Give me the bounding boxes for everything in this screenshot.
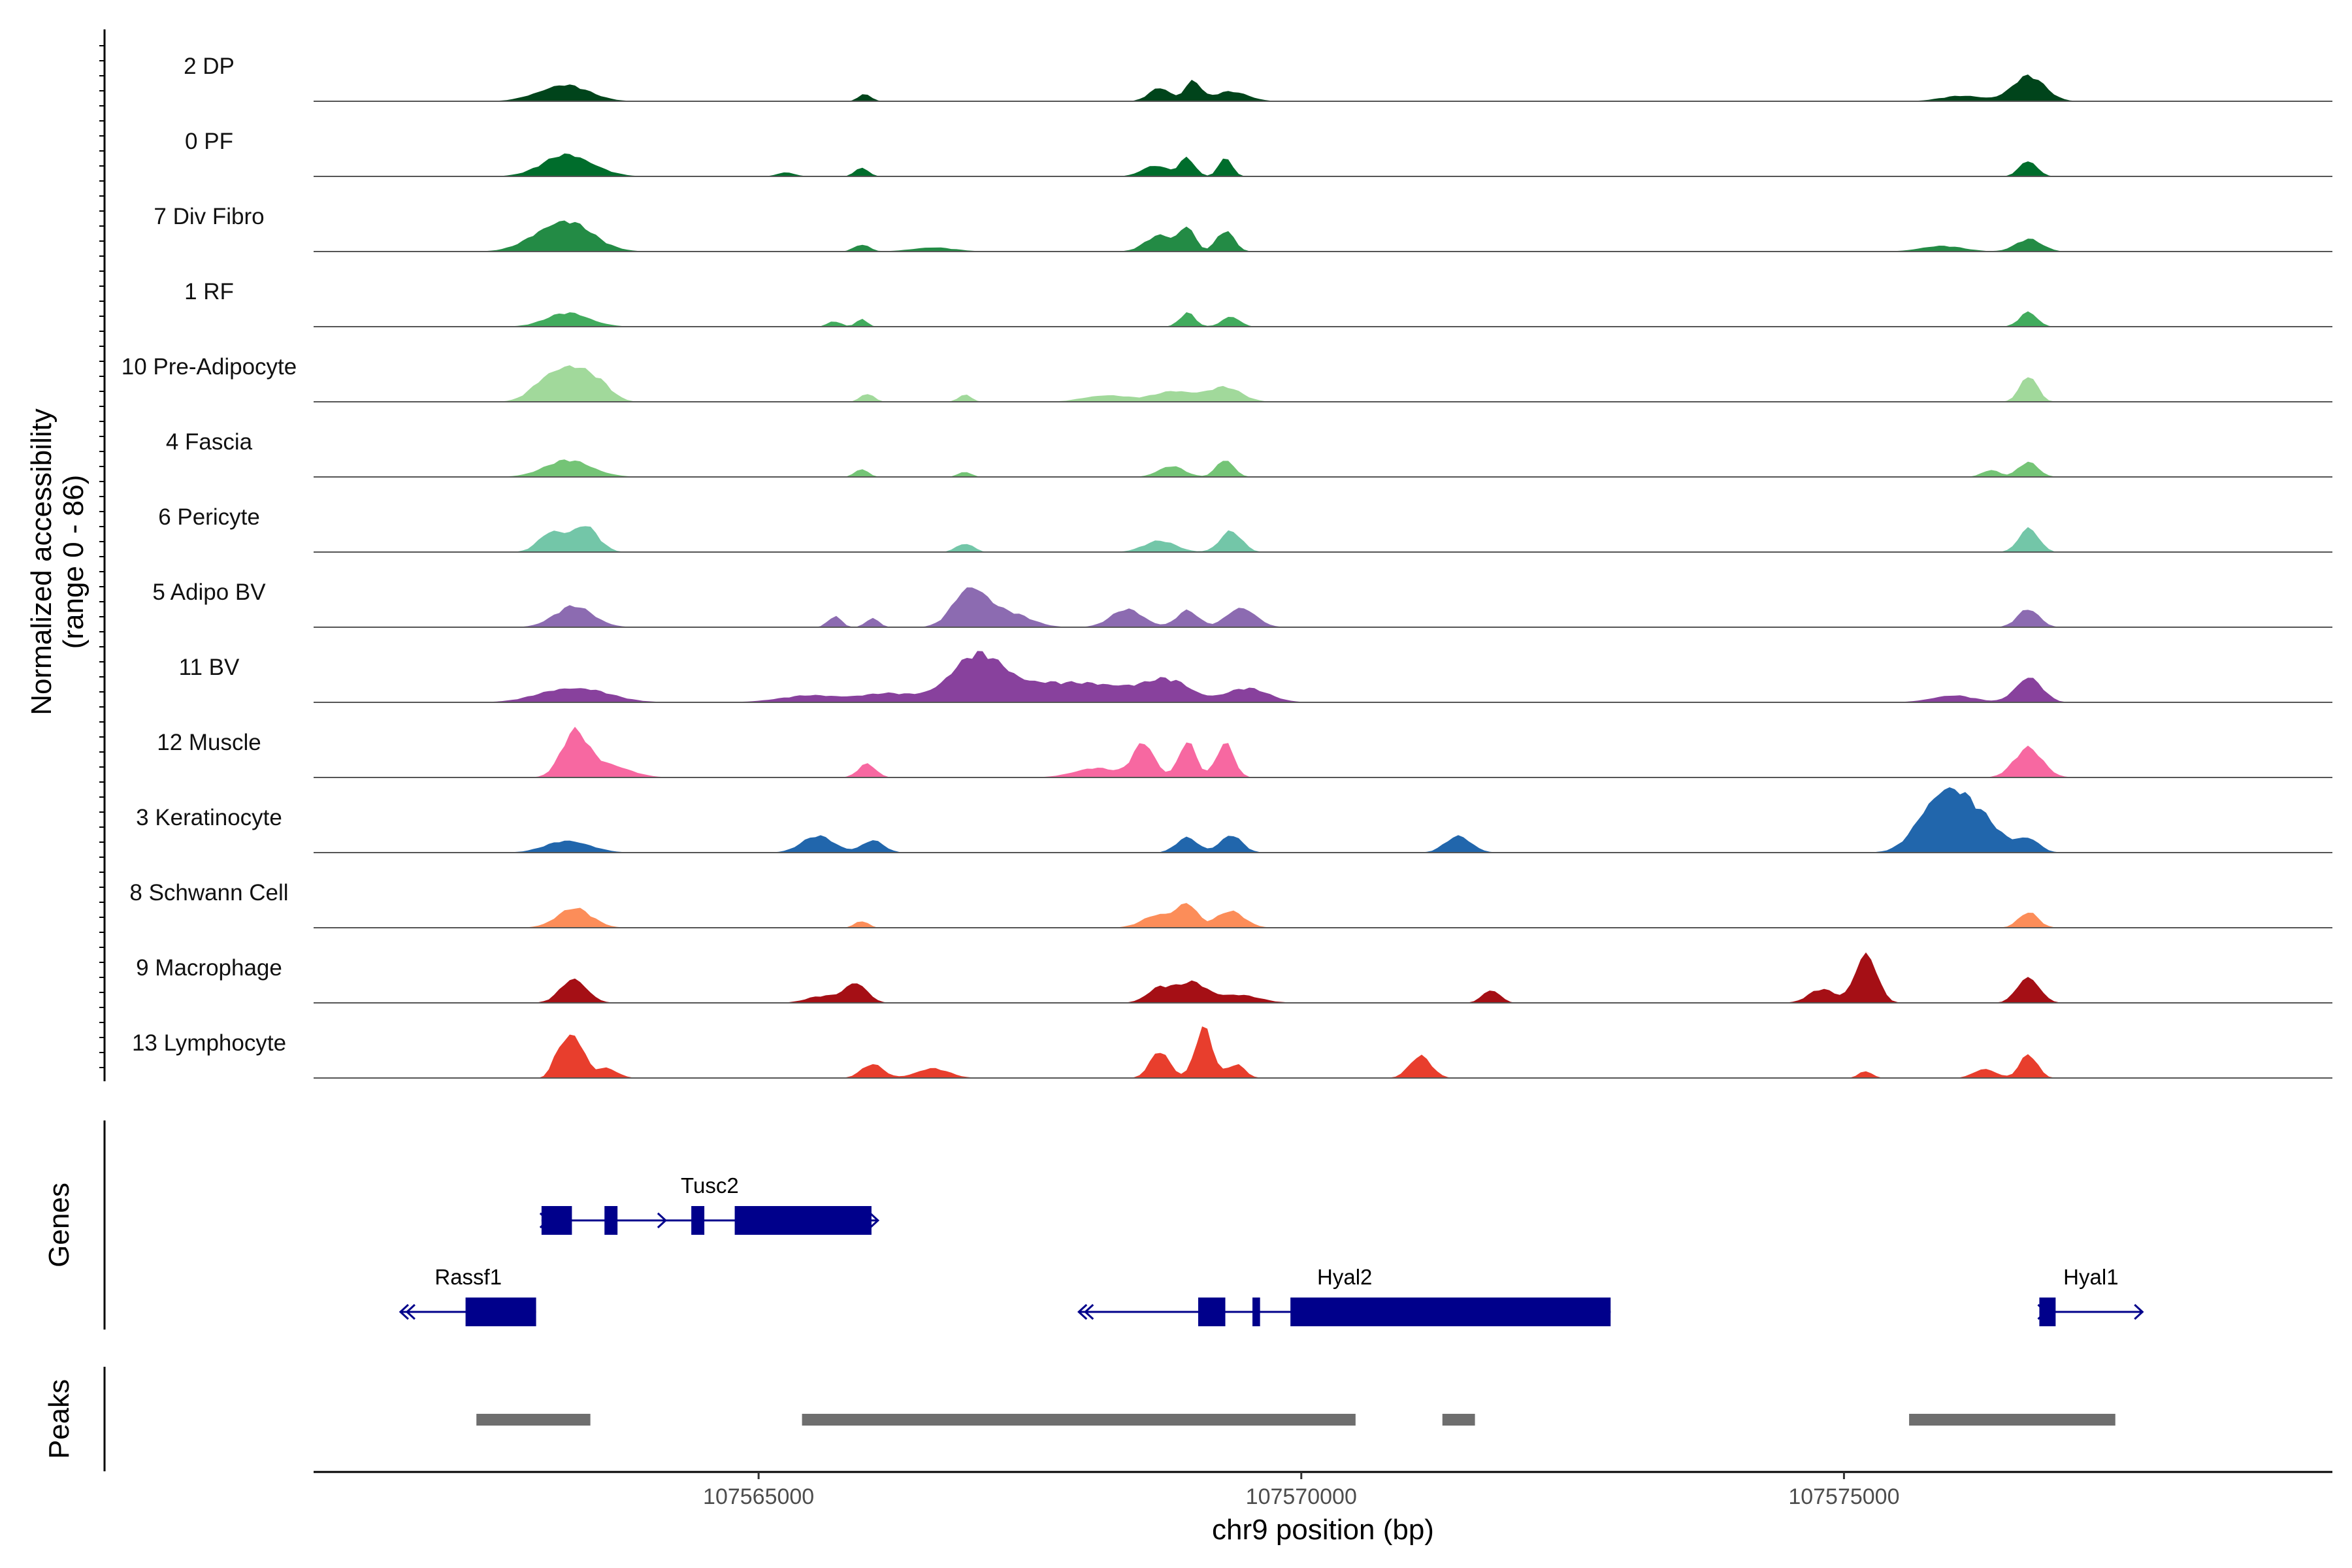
gene-exon bbox=[1290, 1298, 1611, 1326]
accessibility-area bbox=[314, 153, 2332, 176]
x-axis-title: chr9 position (bp) bbox=[1212, 1514, 1434, 1546]
coverage-track: 1 RF bbox=[184, 279, 2332, 327]
coverage-track: 2 DP bbox=[184, 54, 2332, 102]
coverage-track: 10 Pre-Adipocyte bbox=[122, 354, 2332, 402]
accessibility-area bbox=[314, 903, 2332, 928]
strand-arrow bbox=[869, 1212, 880, 1229]
coverage-track: 6 Pericyte bbox=[158, 504, 2332, 553]
coverage-track: 13 Lymphocyte bbox=[132, 1026, 2332, 1079]
strand-arrow bbox=[399, 1303, 409, 1320]
coverage-track: 7 Div Fibro bbox=[154, 204, 2332, 252]
gene-label: Tusc2 bbox=[681, 1173, 739, 1198]
coverage-track: 9 Macrophage bbox=[136, 952, 2332, 1004]
track-label: 2 DP bbox=[184, 54, 235, 79]
gene-label: Hyal2 bbox=[1317, 1265, 1372, 1289]
strand-arrow bbox=[2134, 1303, 2144, 1320]
gene-model: Hyal2 bbox=[1077, 1265, 1611, 1326]
accessibility-area bbox=[314, 311, 2332, 327]
track-label: 0 PF bbox=[185, 129, 233, 154]
accessibility-area bbox=[314, 220, 2332, 252]
x-tick-label: 107565000 bbox=[703, 1484, 814, 1509]
coverage-track: 0 PF bbox=[185, 129, 2332, 177]
accessibility-area bbox=[314, 651, 2332, 702]
gene-exon bbox=[1252, 1298, 1260, 1326]
gene-model: Hyal1 bbox=[2037, 1265, 2144, 1326]
coverage-track: 8 Schwann Cell bbox=[129, 880, 2332, 928]
coverage-y-axis-title-line1: Normalized accessibility bbox=[25, 408, 57, 715]
track-label: 12 Muscle bbox=[157, 730, 261, 755]
peak-regions-track bbox=[476, 1414, 2115, 1426]
gene-annotation-track: Tusc2 Rassf1 Hyal2 Hyal1 bbox=[399, 1173, 2144, 1326]
accessibility-area bbox=[314, 459, 2332, 477]
peak-region bbox=[802, 1414, 1356, 1426]
x-axis-ticks: 107565000 107570000 107575000 bbox=[703, 1472, 1900, 1509]
track-label: 5 Adipo BV bbox=[152, 580, 266, 605]
track-label: 9 Macrophage bbox=[136, 955, 282, 981]
track-label: 4 Fascia bbox=[166, 429, 253, 455]
accessibility-area bbox=[314, 587, 2332, 627]
genes-panel-title: Genes bbox=[43, 1183, 75, 1267]
peaks-panel-title: Peaks bbox=[43, 1379, 75, 1459]
accessibility-area bbox=[314, 526, 2332, 552]
peak-region bbox=[476, 1414, 591, 1426]
gene-exon bbox=[691, 1206, 705, 1235]
peak-region bbox=[1909, 1414, 2115, 1426]
coverage-track: 5 Adipo BV bbox=[152, 580, 2332, 628]
gene-model: Tusc2 bbox=[539, 1173, 880, 1235]
track-label: 10 Pre-Adipocyte bbox=[122, 354, 297, 380]
gene-exon bbox=[2039, 1298, 2056, 1326]
accessibility-area bbox=[314, 365, 2332, 402]
track-label: 1 RF bbox=[184, 279, 234, 304]
track-label: 11 BV bbox=[179, 655, 240, 680]
strand-arrow bbox=[1083, 1303, 1094, 1320]
track-label: 3 Keratinocyte bbox=[136, 805, 282, 830]
x-tick-label: 107575000 bbox=[1788, 1484, 1899, 1509]
coverage-y-axis-title-line2: (range 0 - 86) bbox=[57, 475, 90, 649]
track-label: 6 Pericyte bbox=[158, 504, 260, 530]
gene-exon bbox=[1198, 1298, 1226, 1326]
track-label: 8 Schwann Cell bbox=[129, 880, 288, 906]
gene-exon bbox=[734, 1206, 872, 1235]
coverage-track: 4 Fascia bbox=[166, 429, 2332, 478]
coverage-track: 12 Muscle bbox=[157, 727, 2332, 778]
coverage-track: 11 BV bbox=[179, 651, 2332, 703]
strand-arrow bbox=[405, 1303, 416, 1320]
gene-exon bbox=[541, 1206, 572, 1235]
coverage-track: 3 Keratinocyte bbox=[136, 787, 2332, 853]
peak-region bbox=[1442, 1414, 1475, 1426]
strand-arrow bbox=[1077, 1303, 1088, 1320]
gene-model: Rassf1 bbox=[399, 1265, 536, 1326]
accessibility-area bbox=[314, 74, 2332, 101]
accessibility-area bbox=[314, 952, 2332, 1003]
accessibility-area bbox=[314, 727, 2332, 777]
coverage-tracks: 2 DP 0 PF 7 Div Fibro 1 RF 10 Pre-Adipocyte 4… bbox=[122, 54, 2332, 1079]
strand-arrow bbox=[657, 1212, 668, 1229]
gene-label: Rassf1 bbox=[434, 1265, 502, 1289]
gene-exon bbox=[465, 1298, 536, 1326]
x-tick-label: 107570000 bbox=[1246, 1484, 1357, 1509]
accessibility-area bbox=[314, 787, 2332, 853]
gene-label: Hyal1 bbox=[2063, 1265, 2118, 1289]
accessibility-area bbox=[314, 1026, 2332, 1078]
track-label: 7 Div Fibro bbox=[154, 204, 264, 229]
track-label: 13 Lymphocyte bbox=[132, 1030, 286, 1056]
coverage-y-axis bbox=[99, 29, 106, 1081]
gene-exon bbox=[604, 1206, 618, 1235]
